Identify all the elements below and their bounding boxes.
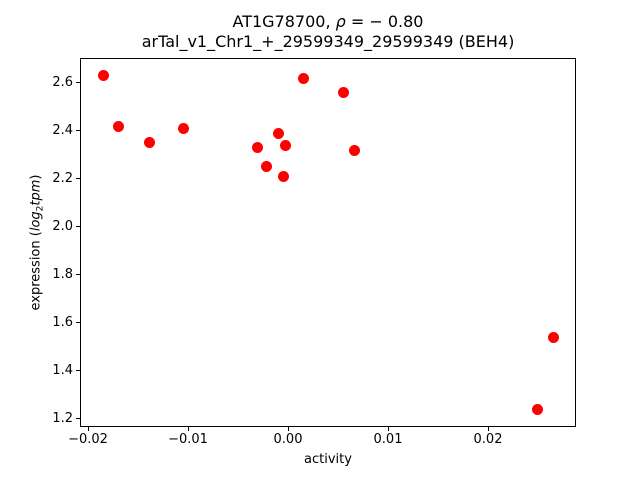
chart-subtitle: arTal_v1_Chr1_+_29599349_29599349 (BEH4) [141,32,515,51]
y-axis-tick-label: 2.0 [52,218,73,234]
y-axis-tick-label: 1.6 [52,314,73,330]
data-point-marker [297,72,309,84]
x-axis-tick [287,427,289,431]
data-point-marker [279,139,291,151]
x-axis-tick-label: 0.02 [473,432,503,447]
chart-title-block: AT1G78700, ρ = − 0.80 arTal_v1_Chr1_+_29… [80,12,576,52]
y-axis-tick-label: 1.8 [52,266,73,282]
data-point-marker [531,403,543,415]
data-point-marker [177,123,189,135]
y-axis-tick-label: 2.2 [52,170,73,186]
data-point-marker [337,87,349,99]
y-axis-tick [76,130,80,132]
x-axis-tick-label: 0.00 [273,432,303,447]
plot-area [80,58,576,427]
y-axis-tick [76,418,80,420]
y-axis-tick [76,82,80,84]
data-point-marker [547,331,559,343]
data-point-marker [143,137,155,149]
y-axis-tick-label: 1.4 [52,362,73,378]
chart-title-gene: AT1G78700, [232,12,336,31]
y-axis-tick [76,226,80,228]
data-point-marker [251,142,263,154]
x-axis-tick [87,427,89,431]
y-axis-tick [76,274,80,276]
x-axis-tick [487,427,489,431]
y-axis-tick-label: 2.6 [52,74,73,90]
y-axis-tick [76,178,80,180]
data-point-marker [112,120,124,132]
y-axis-tick [76,322,80,324]
data-point-marker [97,70,109,82]
data-point-marker [348,144,360,156]
x-axis-tick [187,427,189,431]
data-point-marker [277,171,289,183]
y-axis-tick-label: 1.2 [52,410,73,426]
x-axis-tick-label: −0.02 [68,432,108,447]
x-axis-tick-label: 0.01 [373,432,403,447]
y-axis-tick-label: 2.4 [52,122,73,138]
y-axis-label-subscript: 2 [35,205,46,212]
data-point-marker [272,127,284,139]
rho-symbol: ρ [335,12,346,31]
y-axis-tick [76,370,80,372]
chart-title-correlation: = − 0.80 [345,12,424,31]
x-axis-label: activity [304,452,352,467]
x-axis-tick [387,427,389,431]
data-point-marker [260,161,272,173]
x-axis-tick-label: −0.01 [168,432,208,447]
chart-title: AT1G78700, ρ = − 0.80 [80,12,576,32]
